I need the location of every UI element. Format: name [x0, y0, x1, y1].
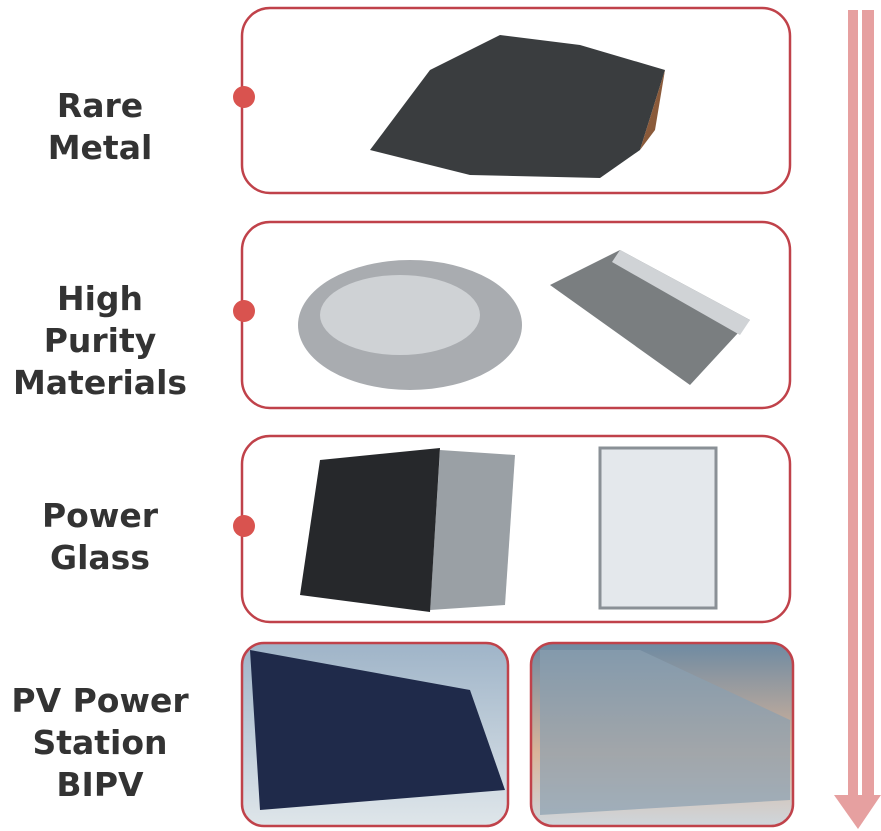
label-line: Purity	[43, 321, 157, 360]
stage-label: Power Glass	[0, 495, 200, 579]
label-line: Glass	[50, 538, 150, 577]
glass-image	[598, 446, 718, 610]
label-line: High	[56, 279, 144, 318]
stage-label: High Purity Materials	[0, 278, 200, 404]
ingot-image	[550, 250, 750, 385]
stage-label: PV Power Station BIPV	[0, 680, 200, 806]
label-line: Materials	[12, 363, 188, 402]
label-line: Rare	[56, 86, 144, 125]
stage-markers	[233, 86, 255, 537]
label-line: BIPV	[56, 765, 144, 804]
stage-label: Rare Metal	[0, 85, 200, 169]
rock-image	[370, 35, 665, 178]
label-line: Power	[42, 496, 158, 535]
label-line: PV Power	[11, 681, 189, 720]
flow-arrow	[834, 10, 881, 829]
label-line: Metal	[47, 128, 153, 167]
panel-back-image	[430, 450, 515, 610]
label-line: Station	[32, 723, 168, 762]
panel-image	[300, 448, 440, 612]
